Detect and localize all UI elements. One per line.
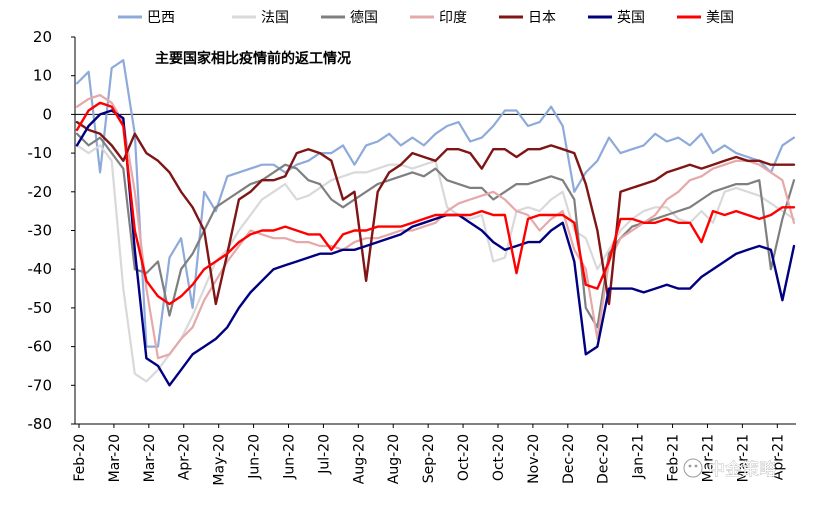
legend: 巴西 法国 德国 印度 日本 英国 美国 bbox=[118, 9, 734, 26]
x-tick-label: Mar-20 bbox=[107, 434, 123, 482]
y-tick-label: -70 bbox=[28, 376, 53, 394]
y-tick-label: -20 bbox=[28, 183, 53, 201]
y-tick-label: -80 bbox=[28, 415, 53, 433]
x-tick-label: Jun-20 bbox=[247, 434, 263, 480]
series-line-1 bbox=[75, 59, 796, 348]
x-tick-label: Oct-20 bbox=[456, 434, 472, 481]
wechat-icon-eye-right bbox=[694, 464, 698, 468]
series-line-7 bbox=[75, 101, 796, 306]
x-tick-label: Mar-21 bbox=[700, 434, 716, 482]
y-tick-label: 20 bbox=[33, 28, 52, 46]
y-tick-label: -10 bbox=[28, 144, 53, 162]
x-axis: Feb-20 Mar-20 Mar-20 Apr-20 May-20 Jun-20 Jun-… bbox=[72, 423, 796, 486]
y-tick-label: -30 bbox=[28, 222, 53, 240]
y-tick-label: -40 bbox=[28, 260, 53, 278]
y-tick-label: -60 bbox=[28, 338, 53, 356]
legend-label-1: 巴西 bbox=[147, 10, 175, 26]
chart-title: 主要国家相比疫情前的返工情况 bbox=[155, 50, 351, 67]
x-tick-label: Jul-20 bbox=[316, 434, 332, 475]
x-tick-label: Dec-20 bbox=[561, 434, 577, 484]
legend-label-4: 印度 bbox=[439, 10, 467, 26]
x-tick-label: Nov-20 bbox=[526, 434, 542, 484]
legend-label-3: 德国 bbox=[350, 10, 378, 26]
series-group bbox=[75, 59, 796, 387]
x-tick-label: Aug-20 bbox=[386, 434, 402, 484]
y-tick-label: 0 bbox=[42, 105, 52, 123]
x-tick-label: Sep-20 bbox=[421, 434, 437, 483]
wechat-icon-eye-left bbox=[688, 464, 692, 468]
legend-label-2: 法国 bbox=[261, 10, 289, 26]
series-line-6 bbox=[75, 109, 796, 387]
x-tick-label: May-20 bbox=[212, 434, 228, 486]
watermark: 中金策略 bbox=[683, 458, 776, 480]
x-tick-label: Jun-20 bbox=[281, 434, 297, 480]
x-tick-label: Dec-20 bbox=[596, 434, 612, 484]
series-line-5 bbox=[75, 120, 796, 306]
y-axis: 20 10 0 -10 -20 -30 -40 -50 -60 -70 -80 bbox=[28, 28, 76, 433]
x-tick-label: Apr-21 bbox=[770, 434, 786, 480]
legend-label-7: 美国 bbox=[706, 10, 734, 26]
x-tick-label: Mar-21 bbox=[735, 434, 751, 482]
y-tick-label: -50 bbox=[28, 299, 53, 317]
watermark-text: 中金策略 bbox=[708, 460, 776, 480]
x-tick-label: Apr-20 bbox=[177, 434, 193, 480]
legend-label-5: 日本 bbox=[528, 10, 556, 26]
wechat-icon bbox=[683, 458, 703, 478]
series-line-4 bbox=[75, 93, 796, 360]
x-tick-label: Oct-20 bbox=[491, 434, 507, 481]
y-tick-label: 10 bbox=[33, 67, 52, 85]
x-tick-label: Aug-20 bbox=[351, 434, 367, 484]
x-tick-label: Feb-20 bbox=[72, 434, 88, 482]
x-tick-label: Mar-20 bbox=[142, 434, 158, 482]
x-tick-label: Jan-21 bbox=[631, 434, 647, 479]
legend-label-6: 英国 bbox=[617, 9, 645, 26]
x-tick-label: Feb-21 bbox=[666, 434, 682, 482]
series-line-3 bbox=[75, 132, 796, 329]
